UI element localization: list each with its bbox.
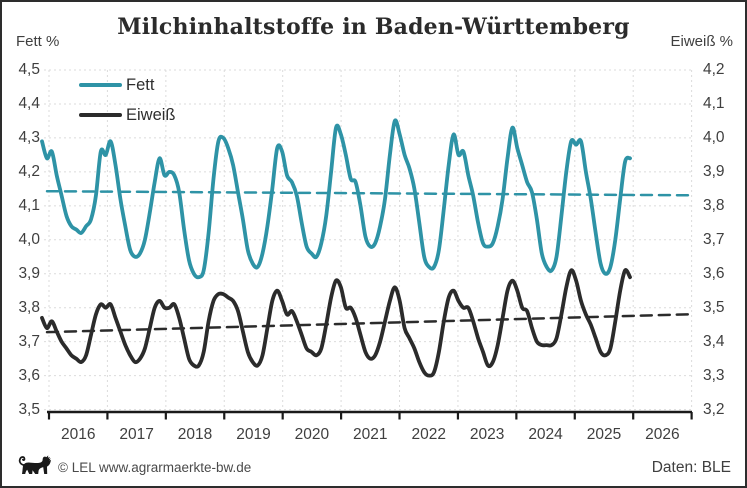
bw-lion-logo-icon (18, 455, 51, 474)
right-axis-tick-label: 3,8 (703, 196, 725, 214)
x-axis-year-label: 2022 (411, 426, 446, 443)
left-axis-tick-label: 3,7 (18, 332, 40, 350)
legend-item-fett: Fett (79, 75, 155, 94)
right-axis-tick-label: 4,0 (703, 128, 725, 146)
x-axis-year-label: 2018 (177, 426, 213, 443)
eiweiss-data-line (40, 268, 632, 378)
right-axis-tick-label: 3,3 (703, 366, 725, 384)
legend-label-eiweiss: Eiweiß (126, 105, 176, 124)
right-axis-tick-label: 3,6 (703, 264, 725, 282)
x-axis-year-label: 2026 (645, 426, 680, 443)
left-axis-tick-label: 3,5 (18, 400, 40, 418)
right-axis-tick-label: 4,2 (703, 61, 725, 78)
right-axis-tick-label: 3,7 (703, 230, 725, 248)
x-axis-year-label: 2017 (119, 426, 154, 443)
eiweiss-trend-line (45, 312, 695, 334)
left-axis-unit-label: Fett % (16, 33, 60, 50)
fett-trend-line (45, 189, 695, 197)
left-axis-tick-label: 4,1 (18, 196, 40, 214)
x-axis-year-label: 2020 (294, 426, 330, 443)
x-axis-year-label: 2025 (586, 426, 622, 443)
left-axis-tick-label: 4,4 (18, 94, 40, 112)
right-axis-tick-label: 4,1 (703, 94, 725, 112)
legend-item-eiweiss: Eiweiß (79, 105, 176, 124)
x-axis-year-label: 2019 (236, 426, 271, 443)
right-axis-tick-label: 3,9 (703, 162, 725, 180)
x-axis-year-label: 2024 (528, 426, 563, 443)
left-axis-tick-label: 4,2 (18, 162, 40, 180)
right-axis-tick-label: 3,4 (703, 332, 725, 350)
page-title: Milchinhaltstoffe in Baden-Württemberg (117, 14, 630, 40)
x-axis-year-label: 2016 (60, 426, 96, 443)
left-axis-tick-label: 4,5 (18, 61, 40, 78)
left-axis-tick-label: 4,3 (18, 128, 40, 146)
left-axis-tick-label: 3,6 (18, 366, 40, 384)
left-axis-tick-label: 3,9 (18, 264, 40, 282)
right-axis-tick-label: 3,2 (703, 400, 725, 418)
x-axis-year-label: 2023 (469, 426, 505, 443)
x-axis-year-label: 2021 (353, 426, 388, 443)
left-axis-tick-label: 3,8 (18, 298, 40, 316)
fett-line-swatch-icon (79, 82, 122, 88)
right-axis-unit-label: Eiweiß % (670, 33, 733, 50)
legend-label-fett: Fett (126, 75, 155, 94)
eiweiss-line-swatch-icon (79, 112, 122, 118)
copyright-text: © LEL www.agrarmaerkte-bw.de (58, 460, 252, 475)
right-axis-tick-label: 3,5 (703, 298, 725, 316)
fett-data-line (40, 118, 632, 280)
left-axis-tick-label: 4,0 (18, 230, 40, 248)
data-source-text: Daten: BLE (651, 459, 731, 476)
